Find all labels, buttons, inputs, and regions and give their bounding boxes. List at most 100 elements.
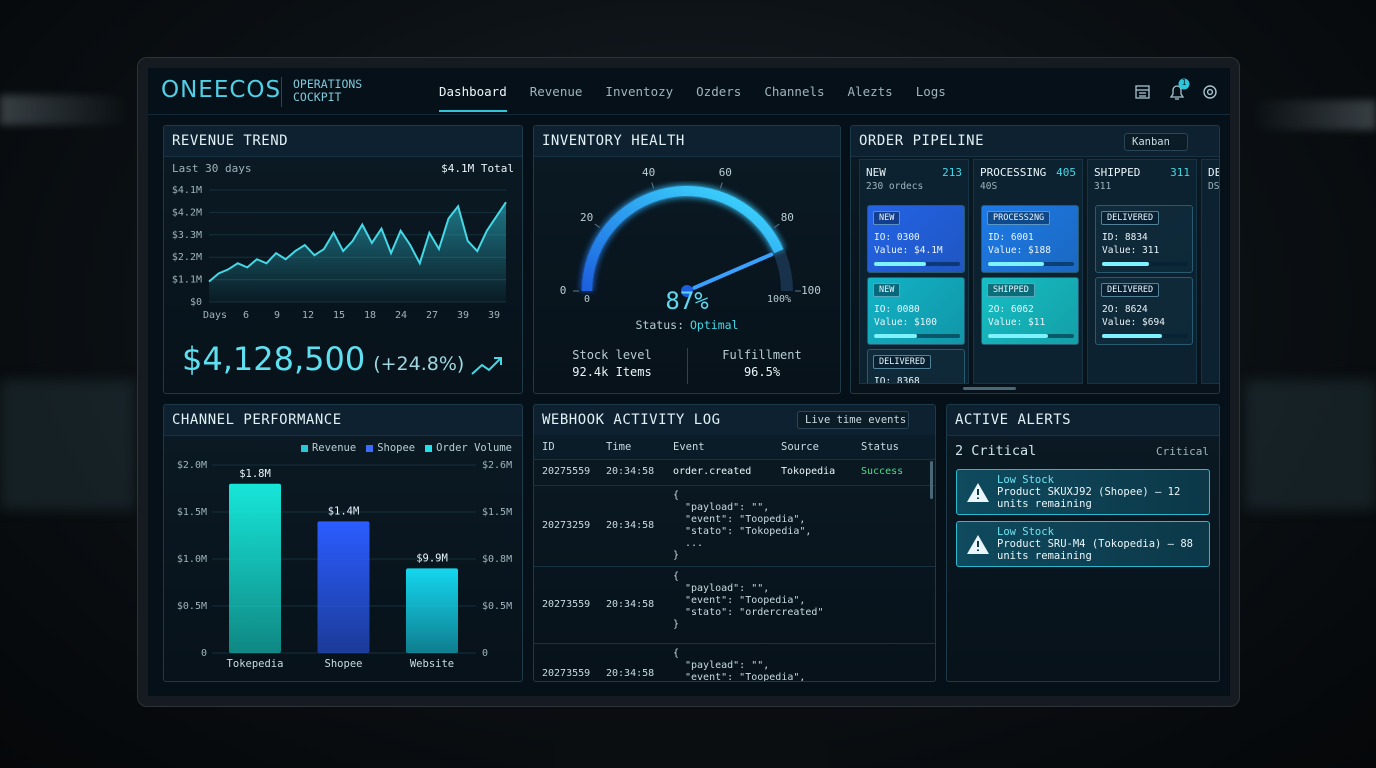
bar [229, 483, 281, 653]
column-header: Time [606, 441, 632, 453]
card-tag: DELIVERED [873, 355, 932, 369]
amount-row: $4,128,500 (+24.8%) [182, 340, 464, 378]
gauge-tick-label: 0 [560, 284, 567, 297]
warning-icon [967, 483, 989, 502]
brand: ONEECOS [161, 77, 282, 103]
row-id: 20273559 [542, 668, 591, 679]
x-tick-label: Website [410, 658, 454, 670]
card-tag: PROCESS2NG [987, 211, 1051, 225]
row-id: 20273559 [542, 598, 591, 610]
nav-item[interactable]: Logs [915, 84, 946, 99]
y2-axis-label: $2.6M [482, 460, 512, 471]
y-tick-label: $2.0M [177, 460, 207, 471]
progress-fill [1102, 334, 1163, 338]
column-name: PROCESSING [980, 166, 1047, 179]
x-axis-label: 6 [243, 310, 249, 321]
panel-title: WEBHOOK ACTIVITY LOG [542, 412, 721, 428]
order-card[interactable]: SHIPPED 2O: 6062 Value: $11 [981, 277, 1079, 345]
order-card[interactable]: DELIVERED IO: 8368 [867, 349, 965, 383]
row-status: Success [861, 466, 904, 477]
order-card[interactable]: NEW IO: 0300 Value: $4.1M [867, 205, 965, 273]
nav-item[interactable]: Dashboard [439, 84, 507, 112]
payload-line: { [673, 490, 680, 501]
needle-hub [681, 285, 693, 297]
badge-count: 1 [1181, 78, 1187, 87]
progress-fill [1102, 262, 1150, 266]
payload-line: } [673, 550, 680, 561]
x-axis-label: 27 [426, 310, 438, 321]
view-dropdown[interactable]: Kanban [1124, 133, 1188, 151]
alert-summary: 2 Critical [955, 443, 1037, 459]
payload-line: "payload": "", [685, 502, 770, 513]
log-row: 20273259 20:34:58 {"payload": "", "event": … [534, 485, 935, 567]
legend-item: Shopee [366, 442, 415, 454]
payload-line: { [673, 648, 680, 659]
pipeline-column: NEW 213 230 ordecs NEW IO: 0300 Value: $4.1M N… [859, 159, 969, 384]
alert-card[interactable]: Low Stock Product SRU-M4 (Tokopedia) – 88… [956, 521, 1210, 567]
nav-item[interactable]: Inventozy [605, 84, 674, 99]
progress-fill [874, 262, 926, 266]
alert-title: Low Stock [997, 526, 1054, 538]
card-value: Value: $100 [874, 317, 937, 328]
y-axis-label: $4.2M [172, 207, 202, 218]
card-id: ID: 6001 [988, 232, 1034, 243]
order-card[interactable]: NEW IO: 0080 Value: $100 [867, 277, 965, 345]
card-tag: SHIPPED [987, 283, 1035, 297]
stats-divider [687, 348, 688, 384]
gauge-tick [719, 182, 723, 189]
stat-label: Stock level [572, 348, 652, 362]
filter-dropdown[interactable]: Live time events [797, 411, 909, 429]
change: (+24.8%) [373, 353, 465, 375]
gauge-tick [594, 223, 600, 228]
monitor-stand [555, 706, 825, 768]
row-time: 20:34:58 [606, 598, 655, 610]
nav-item[interactable]: Channels [764, 84, 825, 99]
column-count: 311 [1170, 166, 1190, 179]
card-tag: NEW [873, 283, 901, 297]
progress-track [874, 262, 960, 266]
amount: $4,128,500 [182, 340, 366, 378]
settings-icon[interactable] [1203, 85, 1217, 99]
panel-title: CHANNEL PERFORMANCE [172, 412, 342, 428]
y-axis-label: $4.1M [172, 185, 202, 196]
column-name: SHIPPED [1094, 166, 1141, 179]
order-card[interactable]: DELIVERED 2O: 8624 Value: $694 [1095, 277, 1193, 345]
trend-icon [471, 357, 502, 375]
x-axis-label: 18 [364, 310, 376, 321]
channel-chart: $2.0M $2.6M $1.5M $1.5M $1.0M $0.8M $0.5M $0.5M… [177, 413, 514, 670]
webhook-panel: WEBHOOK ACTIVITY LOG Live time events ID T… [533, 404, 936, 682]
pipeline-column: SHIPPED 311 311 DELIVERED ID: 8834 Value: 311… [1087, 159, 1197, 384]
table-icon[interactable] [1135, 85, 1150, 99]
card-id: IO: 0080 [874, 304, 920, 315]
column-count: 405 [1056, 166, 1076, 179]
x-tick-label: Tokepedia [227, 658, 284, 670]
legend-item: Order Volume [425, 442, 512, 454]
total: $4.1M Total [441, 162, 514, 175]
progress-track [1102, 262, 1188, 266]
payload-line: "event": "Toopedia", [685, 672, 806, 682]
bell-icon[interactable] [1169, 85, 1185, 100]
y-axis-label: $0 [190, 297, 202, 308]
alert-card[interactable]: Low Stock Product SKUXJ92 (Shopee) – 12 u… [956, 469, 1210, 515]
order-card[interactable]: DELIVERED ID: 8834 Value: 311 [1095, 205, 1193, 273]
order-card[interactable]: PROCESS2NG ID: 6001 Value: $188 [981, 205, 1079, 273]
area [209, 202, 506, 302]
nav-item[interactable]: Ozders [696, 84, 742, 99]
row-id: 20275559 [542, 466, 591, 477]
table-header [534, 435, 935, 460]
column-header: ID [542, 441, 555, 453]
nav-item[interactable]: Alezts [847, 84, 893, 99]
card-id: 2O: 8624 [1102, 304, 1148, 315]
y-axis-label: $1.1M [172, 275, 202, 286]
column-header: Status [861, 441, 899, 453]
nav-item[interactable]: Revenue [529, 84, 583, 99]
panel-title: INVENTORY HEALTH [542, 133, 685, 149]
background-monitor [0, 380, 135, 510]
alert-text: Product SKUXJ92 (Shopee) – 12 units rema… [997, 486, 1181, 510]
payload-line: "event": "Toopedia", [685, 595, 806, 606]
product-name: OPERATIONS COCKPIT [293, 78, 362, 104]
product-line: OPERATIONS [293, 77, 363, 91]
payload-line: ... [685, 538, 704, 549]
x-tick-label: Shopee [325, 658, 363, 670]
